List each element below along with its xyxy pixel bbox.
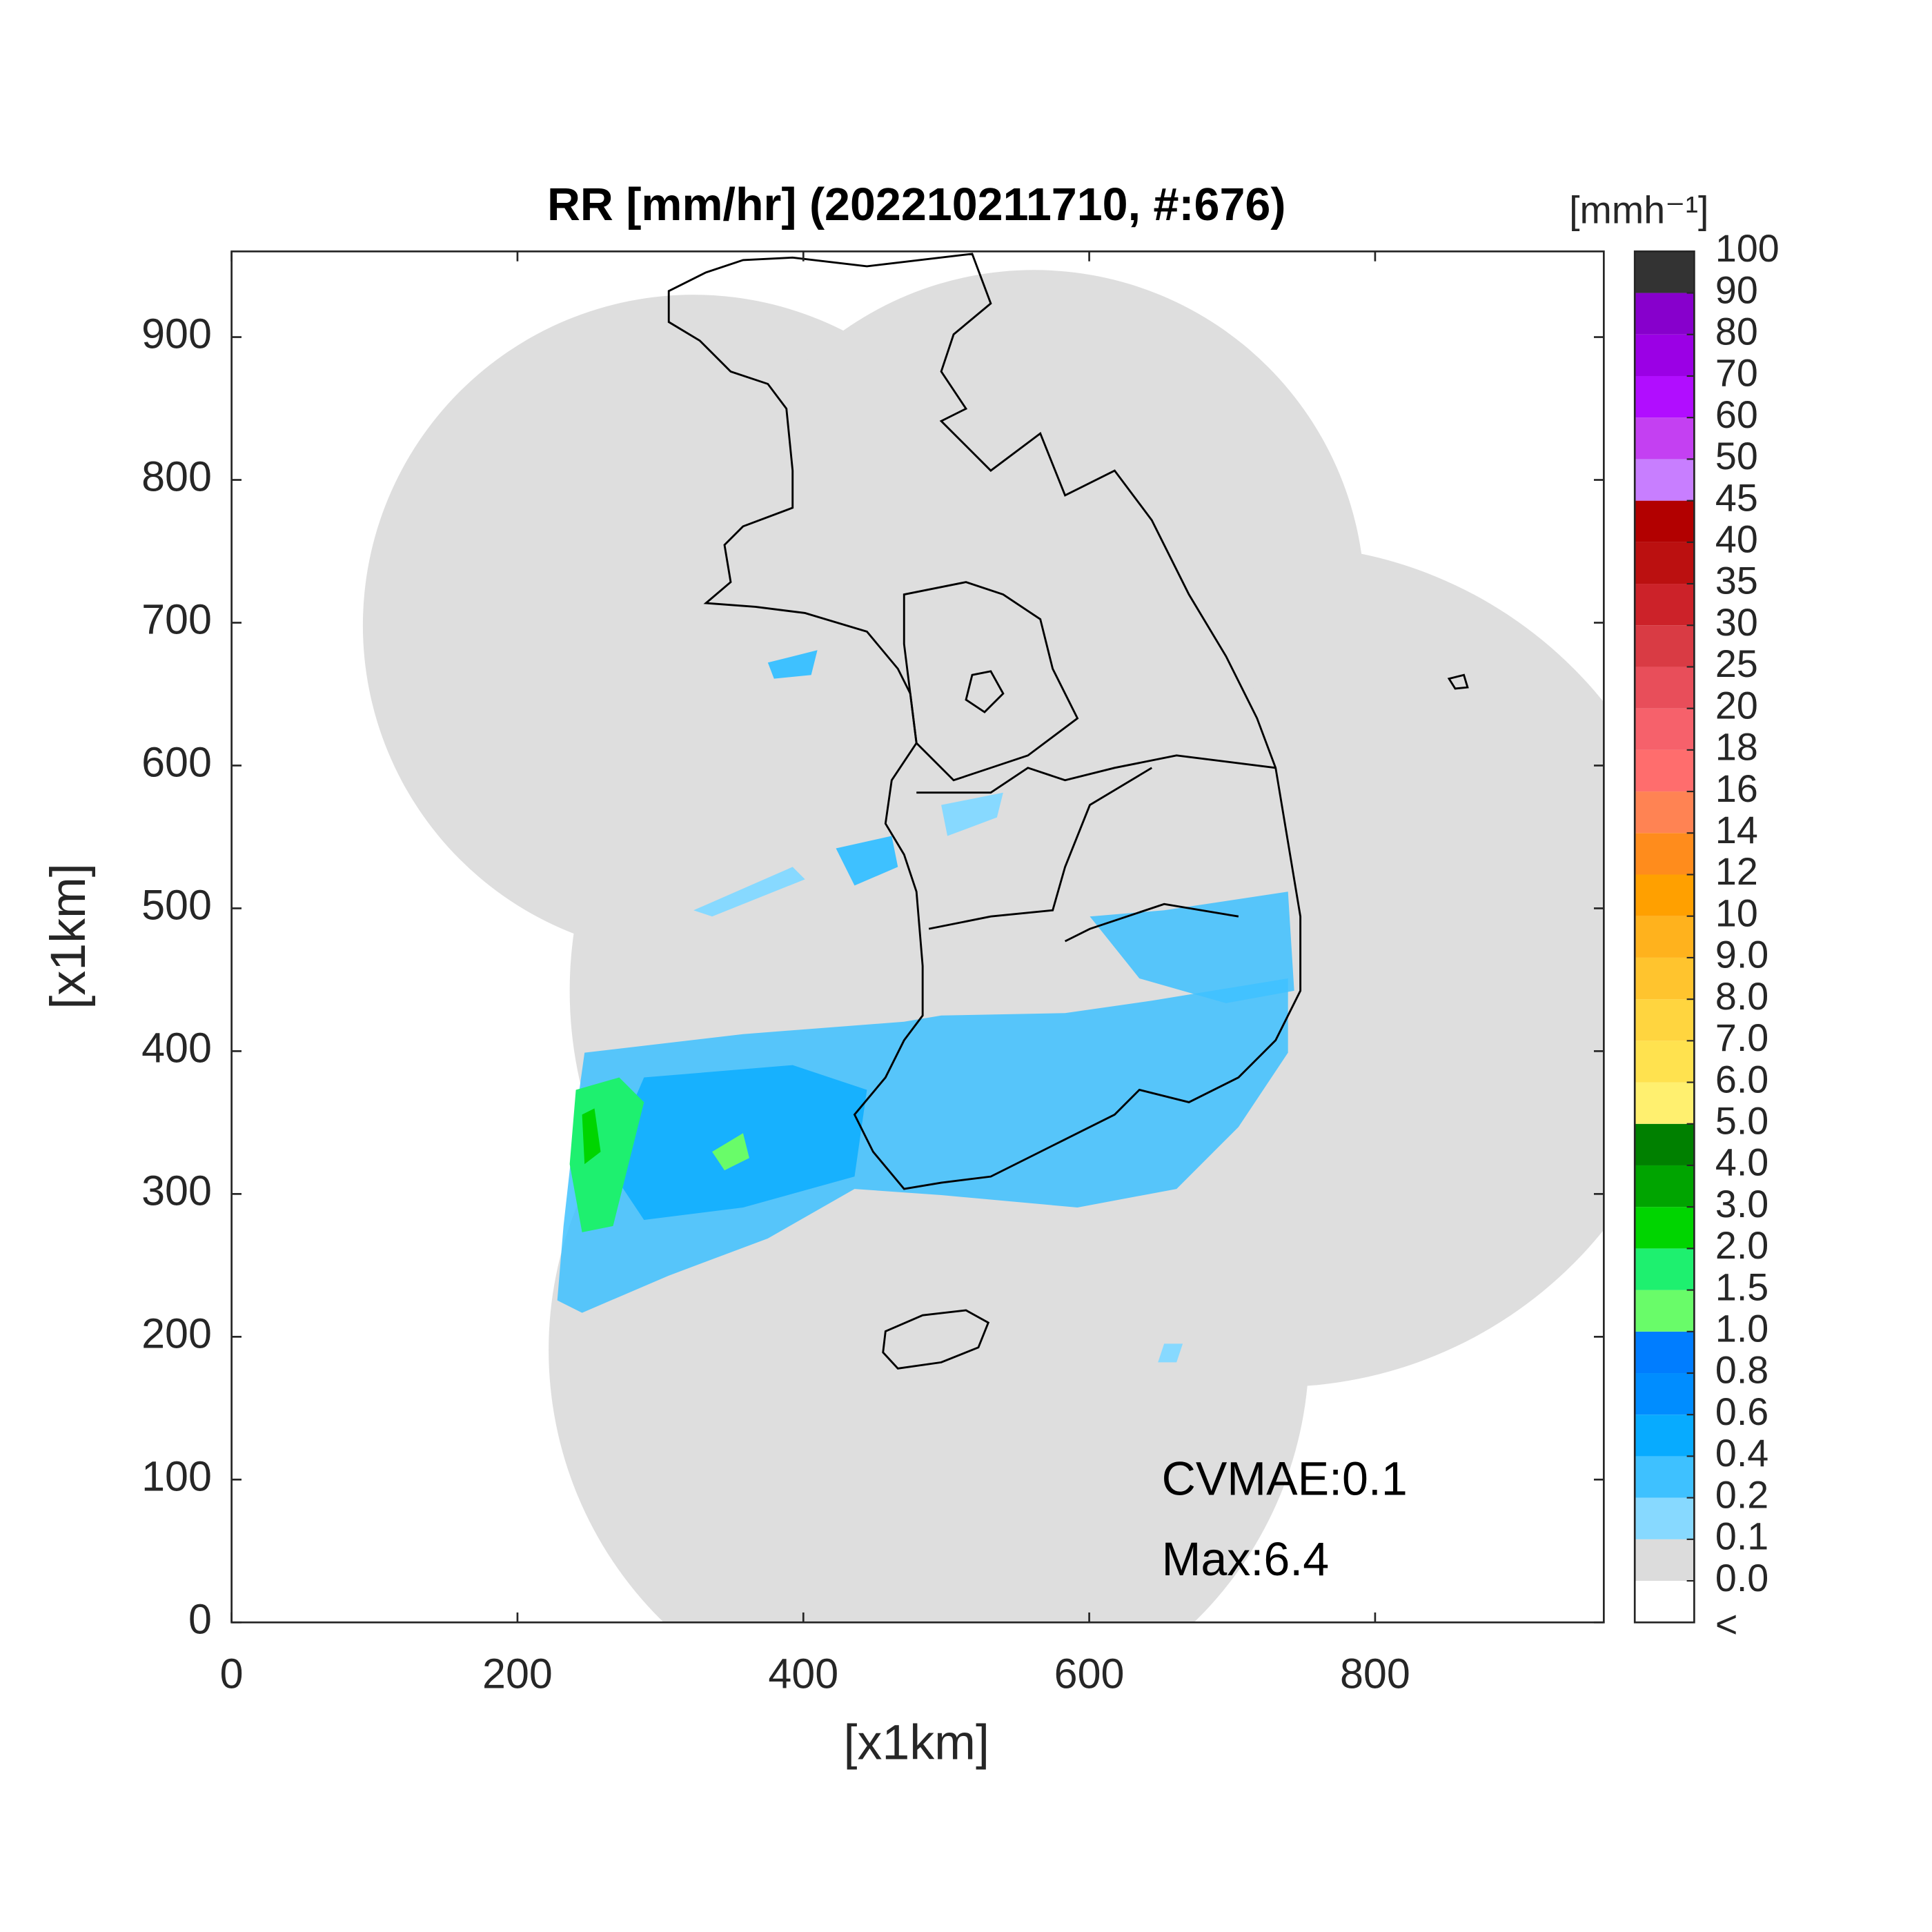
y-tick-label: 700: [141, 596, 212, 643]
colorbar-segment: [1635, 1331, 1695, 1374]
colorbar-tick-label: 35: [1715, 560, 1758, 602]
colorbar-segment: [1635, 999, 1695, 1041]
colorbar-tick-label: 70: [1715, 352, 1758, 395]
rain-field: [557, 650, 1294, 1363]
annotation: CVMAE:0.1: [1162, 1452, 1408, 1505]
colorbar-segment: [1635, 1497, 1695, 1539]
colorbar-tick-label: 6.0: [1715, 1058, 1768, 1101]
y-tick-label: 200: [141, 1310, 212, 1357]
colorbar-tick-label: 80: [1715, 310, 1758, 353]
colorbar-tick-label: 45: [1715, 476, 1758, 519]
colorbar-tick-label: 30: [1715, 601, 1758, 644]
colorbar-tick-label: 20: [1715, 684, 1758, 727]
colorbar-tick-label: 7.0: [1715, 1016, 1768, 1059]
colorbar-tick-label: 0.1: [1715, 1515, 1768, 1558]
colorbar-segment: [1635, 1082, 1695, 1124]
colorbar-segment: [1635, 251, 1695, 293]
colorbar-tick-label: 100: [1715, 227, 1780, 270]
colorbar-segment: [1635, 1123, 1695, 1165]
y-tick-label: 400: [141, 1025, 212, 1072]
x-tick-label: 400: [768, 1650, 838, 1697]
colorbar-segment: [1635, 708, 1695, 750]
colorbar-tick-label: 16: [1715, 767, 1758, 810]
colorbar-under-label: <: [1715, 1603, 1737, 1646]
colorbar-tick-label: 40: [1715, 518, 1758, 561]
colorbar-segment: [1635, 625, 1695, 667]
colorbar-segment: [1635, 1581, 1695, 1623]
y-tick-label: 900: [141, 310, 212, 357]
colorbar-segment: [1635, 791, 1695, 834]
colorbar-tick-label: 2.0: [1715, 1224, 1768, 1267]
x-tick-label: 800: [1340, 1650, 1410, 1697]
chart-title: RR [mm/hr] (202210211710, #:676): [547, 179, 1285, 230]
x-tick-label: 600: [1054, 1650, 1125, 1697]
colorbar-tick-label: 18: [1715, 726, 1758, 769]
colorbar-segment: [1635, 1207, 1695, 1249]
x-tick-label: 0: [220, 1650, 244, 1697]
colorbar-tick-label: 3.0: [1715, 1183, 1768, 1225]
colorbar-segment: [1635, 1456, 1695, 1498]
colorbar-tick-label: 0.6: [1715, 1390, 1768, 1433]
x-axis-label: [x1km]: [844, 1715, 989, 1771]
colorbar-tick-label: 4.0: [1715, 1141, 1768, 1184]
colorbar-segment: [1635, 1539, 1695, 1581]
colorbar-segment: [1635, 334, 1695, 376]
colorbar-frame: [1633, 250, 1695, 1624]
y-tick-label: 100: [141, 1452, 212, 1499]
y-tick-label: 0: [188, 1595, 212, 1642]
y-tick-label: 600: [141, 739, 212, 786]
colorbar-tick-label: 10: [1715, 891, 1758, 934]
colorbar-tick-label: 0.2: [1715, 1473, 1768, 1516]
colorbar-segment: [1635, 916, 1695, 958]
colorbar-segment: [1635, 1165, 1695, 1208]
colorbar-segment: [1635, 874, 1695, 916]
coastlines: [667, 253, 1469, 1370]
colorbar-tick-label: 9.0: [1715, 934, 1768, 976]
colorbar-tick-label: 12: [1715, 850, 1758, 893]
colorbar-segment: [1635, 1373, 1695, 1415]
colorbar-segment: [1635, 749, 1695, 792]
colorbar-tick-label: 8.0: [1715, 975, 1768, 1018]
colorbar-segment: [1635, 667, 1695, 709]
colorbar-tick-label: 14: [1715, 809, 1758, 851]
colorbar-segment: [1635, 500, 1695, 542]
y-axis-label: [x1km]: [41, 863, 96, 1009]
colorbar-tick-label: 0.8: [1715, 1349, 1768, 1392]
colorbar-tick-label: 1.5: [1715, 1265, 1768, 1308]
colorbar-segment: [1635, 957, 1695, 1000]
colorbar-tick-label: 0.4: [1715, 1432, 1768, 1475]
colorbar-tick-label: 60: [1715, 393, 1758, 436]
colorbar-segment: [1635, 375, 1695, 418]
colorbar-segment: [1635, 1248, 1695, 1290]
map-area: [362, 253, 1604, 1623]
plot-frame: [230, 250, 1605, 1624]
colorbar-segment: [1635, 584, 1695, 626]
colorbar-segment: [1635, 1041, 1695, 1083]
colorbar-tick-label: 0.0: [1715, 1557, 1768, 1599]
colorbar-tick-label: 25: [1715, 642, 1758, 685]
colorbar-segment: [1635, 542, 1695, 584]
colorbar-segment: [1635, 1414, 1695, 1457]
colorbar-segment: [1635, 417, 1695, 460]
colorbar-title: [mmh⁻¹]: [1569, 188, 1708, 231]
colorbar-tick-label: 50: [1715, 435, 1758, 477]
x-tick-label: 200: [482, 1650, 553, 1697]
colorbar-segment: [1635, 833, 1695, 875]
y-tick-label: 500: [141, 882, 212, 929]
colorbar-tick-label: 5.0: [1715, 1099, 1768, 1142]
colorbar-segment: [1635, 293, 1695, 335]
annotation: Max:6.4: [1162, 1533, 1330, 1586]
colorbar-segment: [1635, 459, 1695, 501]
colorbar-tick-label: 90: [1715, 268, 1758, 311]
y-tick-label: 800: [141, 453, 212, 500]
y-tick-label: 300: [141, 1167, 212, 1214]
colorbar-tick-label: 1.0: [1715, 1308, 1768, 1350]
colorbar-segment: [1635, 1290, 1695, 1332]
